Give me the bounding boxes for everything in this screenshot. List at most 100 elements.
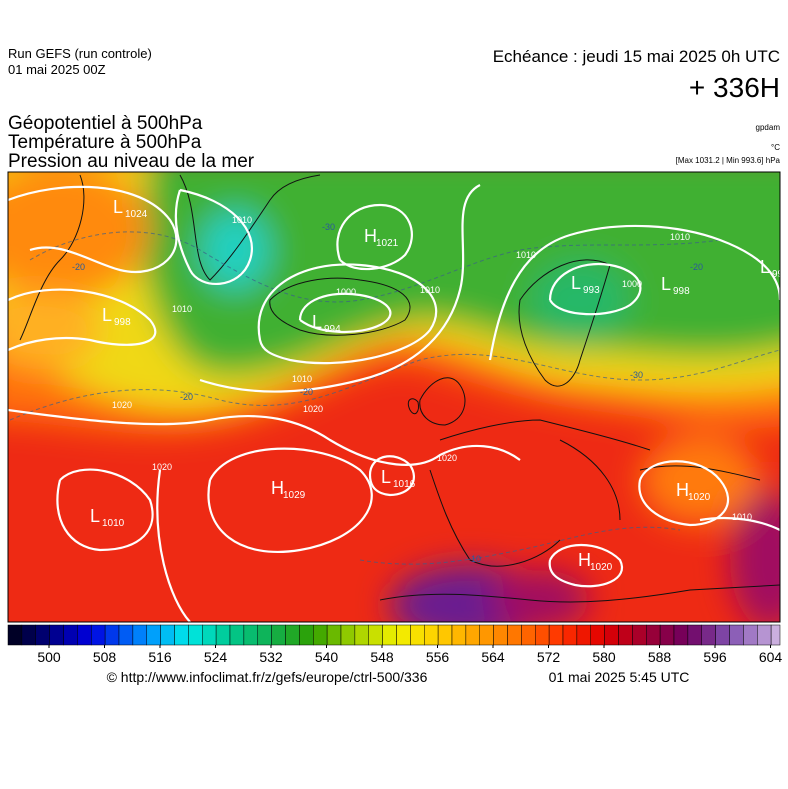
pressure-center: L 998 xyxy=(102,305,131,328)
title-line: Pression au niveau de la mer xyxy=(8,151,255,172)
center-value: 1029 xyxy=(283,490,306,501)
pressure-center: L 99 xyxy=(760,257,784,280)
colorbar-segment xyxy=(215,624,231,646)
center-value: 99 xyxy=(772,269,784,280)
colorbar-segment xyxy=(229,624,245,646)
center-value: 1020 xyxy=(688,492,711,503)
colorbar-segment xyxy=(673,624,689,646)
center-value: 1020 xyxy=(590,562,613,573)
units-geopotential: gpdam xyxy=(756,123,781,132)
isobar-label: 1020 xyxy=(152,462,172,472)
colorbar-tick-label: 524 xyxy=(204,649,228,665)
colorbar-segment xyxy=(285,624,300,646)
isobars xyxy=(8,184,780,622)
colorbar-segment xyxy=(743,624,758,646)
colorbar-segment xyxy=(104,624,120,646)
isobar-label: 1010 xyxy=(292,374,312,384)
pressure-center: L 994 xyxy=(312,312,341,335)
colorbar-segment xyxy=(451,624,467,646)
isobar-label: 1020 xyxy=(437,453,457,463)
colorbar-segment xyxy=(299,624,314,646)
forecast-time: Echéance : jeudi 15 mai 2025 0h UTC xyxy=(493,47,780,66)
pressure-center: L 1010 xyxy=(90,506,125,529)
run-date: 01 mai 2025 00Z xyxy=(8,62,106,77)
isobar-label: 1010 xyxy=(420,285,440,295)
colorbar-segment xyxy=(146,624,161,646)
center-letter: L xyxy=(312,312,322,332)
title-line: Température à 500hPa xyxy=(8,132,202,153)
colorbar-tick-label: 508 xyxy=(93,649,117,665)
center-letter: H xyxy=(578,550,591,570)
colorbar-segment xyxy=(396,624,411,646)
pressure-center: H 1029 xyxy=(271,478,306,501)
pressure-center: L 993 xyxy=(571,273,600,296)
isotherm-label: -20 xyxy=(72,262,85,272)
isotherms xyxy=(9,231,780,565)
colorbar-segment xyxy=(493,624,508,646)
colorbar-segment xyxy=(646,624,661,646)
colorbar-segment xyxy=(21,624,36,646)
isobar-label: 1000 xyxy=(336,287,356,297)
center-value: 998 xyxy=(673,286,690,297)
center-letter: L xyxy=(760,257,770,277)
colorbar-tick-label: 596 xyxy=(703,649,727,665)
colorbar-segment xyxy=(340,624,356,646)
colorbar-tick-label: 580 xyxy=(592,649,616,665)
isobar-label: 1010 xyxy=(232,215,252,225)
map-frame xyxy=(7,171,781,623)
colorbar-segment xyxy=(729,624,744,646)
colorbar-tick-label: 564 xyxy=(481,649,505,665)
center-letter: L xyxy=(571,273,581,293)
colorbar-segment xyxy=(160,624,175,646)
center-value: 994 xyxy=(324,324,341,335)
footer-generated: 01 mai 2025 5:45 UTC xyxy=(549,669,690,685)
colorbar-tick-label: 588 xyxy=(648,649,672,665)
center-letter: H xyxy=(676,480,689,500)
colorbar-segment xyxy=(410,624,425,646)
title-line: Géopotentiel à 500hPa xyxy=(8,113,203,134)
colorbar-segment xyxy=(659,624,675,646)
colorbar-tick-label: 604 xyxy=(759,649,783,665)
center-value: 998 xyxy=(114,317,131,328)
colorbar-segment xyxy=(202,624,217,646)
colorbar-segment xyxy=(424,624,439,646)
isobar-label: 1010 xyxy=(732,512,752,522)
colorbar-segment xyxy=(576,624,591,646)
colorbar-segment xyxy=(118,624,134,646)
colorbar-segment xyxy=(243,624,258,646)
colorbar-segment xyxy=(562,624,578,646)
center-letter: L xyxy=(113,197,123,217)
colorbar-segment xyxy=(590,624,605,646)
colorbar-segment xyxy=(479,624,494,646)
pressure-center: H 1020 xyxy=(578,550,613,573)
pressure-center: L 1024 xyxy=(113,197,148,220)
colorbar: 500 508 516 524 532 540 548 556 564 572 580 588 596 6… xyxy=(7,624,783,665)
center-letter: H xyxy=(364,226,377,246)
colorbar-segment xyxy=(49,624,64,646)
colorbar-tick-label: 516 xyxy=(148,649,172,665)
pressure-center: L 1016 xyxy=(381,467,416,490)
isotherm-label: -20 xyxy=(690,262,703,272)
isotherm-label: -30 xyxy=(630,370,643,380)
center-letter: L xyxy=(381,467,391,487)
colorbar-segment xyxy=(548,624,564,646)
colorbar-segment xyxy=(604,624,619,646)
colorbar-segment xyxy=(257,624,272,646)
colorbar-segment xyxy=(326,624,342,646)
center-letter: L xyxy=(661,274,671,294)
colorbar-segment xyxy=(757,624,772,646)
center-value: 993 xyxy=(583,285,600,296)
pressure-center: H 1020 xyxy=(676,480,711,503)
center-value: 1016 xyxy=(393,479,416,490)
colorbar-segment xyxy=(35,624,50,646)
colorbar-tick-label: 532 xyxy=(259,649,283,665)
center-letter: H xyxy=(271,478,284,498)
isotherm-label: -20 xyxy=(180,392,193,402)
colorbar-tick-label: 540 xyxy=(315,649,339,665)
colorbar-segment xyxy=(382,624,397,646)
colorbar-segment xyxy=(507,624,522,646)
